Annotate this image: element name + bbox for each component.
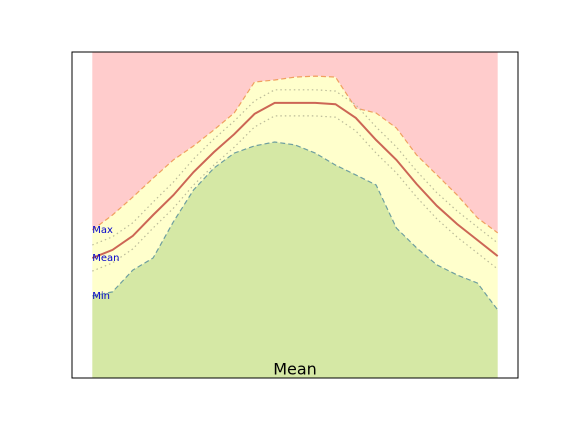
area-above <box>92 52 498 233</box>
area-between <box>92 76 498 310</box>
chart-title: Mean <box>273 360 317 379</box>
series-line <box>92 115 499 272</box>
series-label: Max <box>92 225 113 236</box>
plot-area <box>91 52 499 378</box>
series-label: Min <box>92 291 110 302</box>
series-line <box>91 75 499 234</box>
series-line <box>91 101 499 259</box>
series-label: Mean <box>92 253 119 264</box>
axes-frame <box>71 51 519 379</box>
series-line <box>92 89 499 246</box>
area-below <box>92 142 498 378</box>
